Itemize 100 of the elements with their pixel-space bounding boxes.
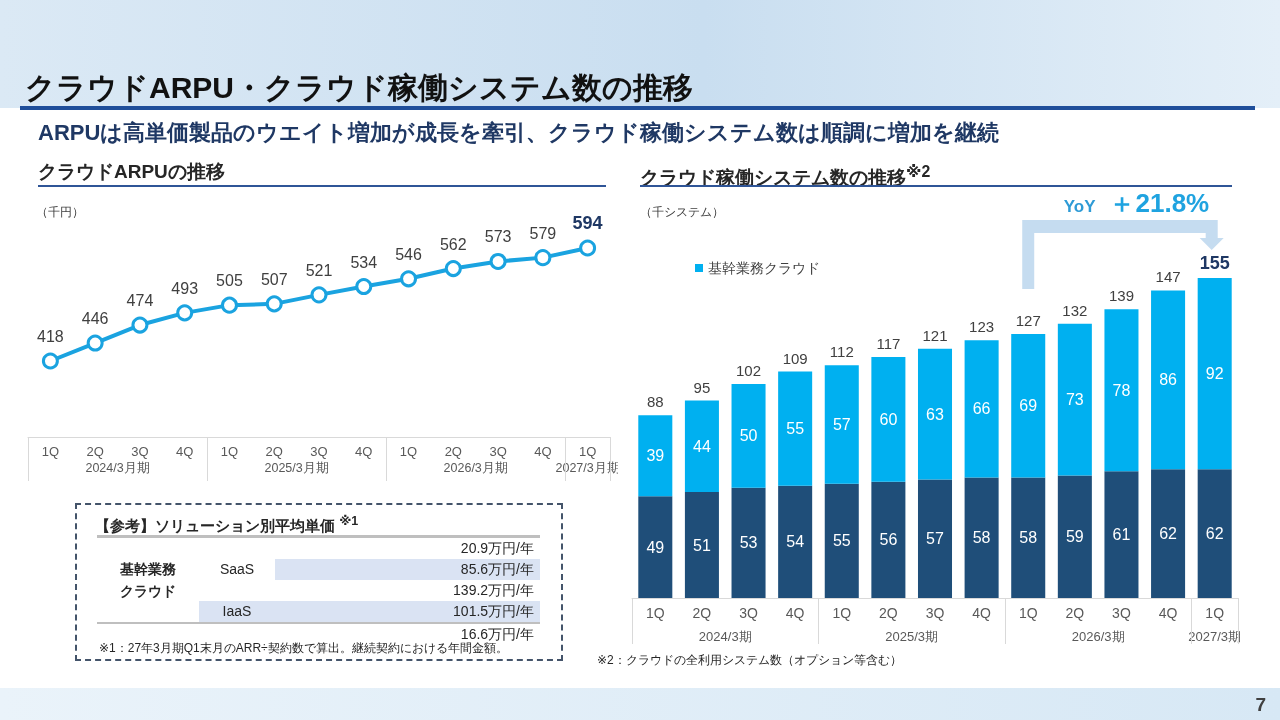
total-label: 132 [1062, 301, 1088, 319]
bar [824, 483, 859, 598]
data-label: 54 [786, 533, 805, 551]
text: クラウドARPU・クラウド稼働システム数の推移 [25, 70, 694, 106]
data-label: 63 [926, 405, 944, 423]
x-tick-label: 2Q [444, 444, 462, 459]
data-label: 61 [1112, 526, 1131, 544]
x-tick-label: 1Q [41, 444, 60, 459]
bar [731, 487, 766, 598]
text: 101.5万円/年 [275, 601, 540, 623]
bar [871, 356, 906, 482]
data-label: 60 [879, 410, 898, 428]
text: YoY ＋21.8% [1063, 188, 1210, 218]
text: 2027/3期 [1188, 628, 1242, 644]
y-axis-title: （千円） [36, 205, 84, 220]
data-label: 58 [972, 529, 991, 547]
text: 16.6万円/年 [459, 625, 535, 642]
total-label: 121 [922, 326, 948, 344]
bar [964, 340, 999, 478]
text: 2026/3期 [1071, 628, 1125, 644]
x-tick-label: 1Q [578, 444, 597, 459]
x-tick-label: 1Q [220, 444, 239, 459]
x-tick-label: 2Q [86, 444, 104, 459]
x-tick-label: 2Q [265, 444, 283, 459]
data-label: 66 [972, 400, 991, 418]
total-label: 127 [1015, 312, 1041, 330]
point [400, 270, 418, 288]
x-tick-label: 3Q [310, 444, 328, 459]
bar [1104, 309, 1139, 472]
bar [1011, 334, 1046, 478]
data-label: 55 [832, 532, 851, 550]
x-tick-label: 1Q [645, 605, 665, 621]
text: 2025/3月期 [264, 461, 329, 475]
text: 2026/3月期 [443, 461, 508, 475]
total-label: 155 [1199, 253, 1230, 273]
x-tick-label: 4Q [972, 605, 992, 621]
point [489, 252, 507, 270]
total-label: 102 [736, 361, 762, 379]
total-label: 88 [646, 393, 664, 411]
data-label: 57 [832, 415, 851, 433]
x-tick-label: 1Q [832, 605, 852, 621]
text: ※2：クラウドの全利用システム数（オプション等含む） [597, 653, 902, 668]
data-label: 594 [572, 212, 603, 233]
data-label: 73 [1065, 391, 1084, 409]
data-label: 51 [693, 536, 711, 554]
legend-label: 基幹業務クラウド [708, 260, 820, 276]
x-tick-label: 4Q [534, 444, 552, 459]
total-label: 123 [969, 318, 995, 336]
data-label: 546 [395, 245, 422, 263]
text: ※1：27年3月期Q1末月のARR÷契約数で算出。継続契約における年間金額。 [99, 641, 508, 656]
data-label: 534 [350, 253, 378, 271]
x-tick-label: 2Q [879, 605, 898, 621]
data-label: 521 [305, 261, 333, 279]
text: 基幹業務クラウド [119, 560, 177, 601]
data-label: 62 [1159, 525, 1178, 543]
x-tick-label: 1Q [1018, 605, 1038, 621]
x-tick-label: 1Q [1205, 605, 1225, 621]
text: 2024/3月期 [85, 461, 150, 475]
data-label: 493 [171, 279, 199, 297]
data-label: 53 [739, 534, 758, 552]
data-label: 55 [786, 420, 805, 438]
point [86, 334, 104, 352]
total-label: 139 [1108, 287, 1134, 305]
x-tick-label: 4Q [176, 444, 194, 459]
text: IaaS [199, 601, 275, 623]
data-label: 505 [216, 272, 243, 290]
data-label: 58 [1019, 529, 1038, 547]
bar [1151, 290, 1186, 470]
data-label: 92 [1205, 365, 1224, 383]
data-label: 56 [879, 531, 898, 549]
x-tick-label: 3Q [131, 444, 149, 459]
bar [778, 371, 813, 486]
text: 7 [1255, 693, 1266, 717]
bar [1011, 477, 1046, 598]
point [176, 304, 194, 322]
bar [1151, 469, 1186, 598]
data-label: 573 [484, 228, 512, 246]
bar [964, 477, 999, 598]
bar [684, 492, 719, 598]
data-label: 579 [529, 224, 557, 242]
bar [824, 365, 859, 484]
bar [917, 348, 953, 480]
x-tick-label: 4Q [355, 444, 373, 459]
point [220, 296, 238, 314]
x-tick-label: 1Q [399, 444, 418, 459]
data-label: 562 [439, 235, 467, 253]
point [41, 352, 59, 370]
bar [638, 496, 673, 598]
bar [1057, 475, 1092, 598]
x-tick-label: 4Q [1158, 605, 1178, 621]
data-label: 446 [81, 310, 109, 328]
data-label: 62 [1205, 525, 1224, 543]
data-label: 44 [693, 437, 711, 455]
chart-title: クラウドARPUの推移 [38, 160, 225, 184]
bar [1104, 471, 1139, 598]
data-label: 474 [126, 292, 154, 310]
point [265, 295, 283, 313]
bar [917, 479, 953, 598]
data-label: 49 [646, 538, 665, 556]
point [579, 239, 597, 257]
